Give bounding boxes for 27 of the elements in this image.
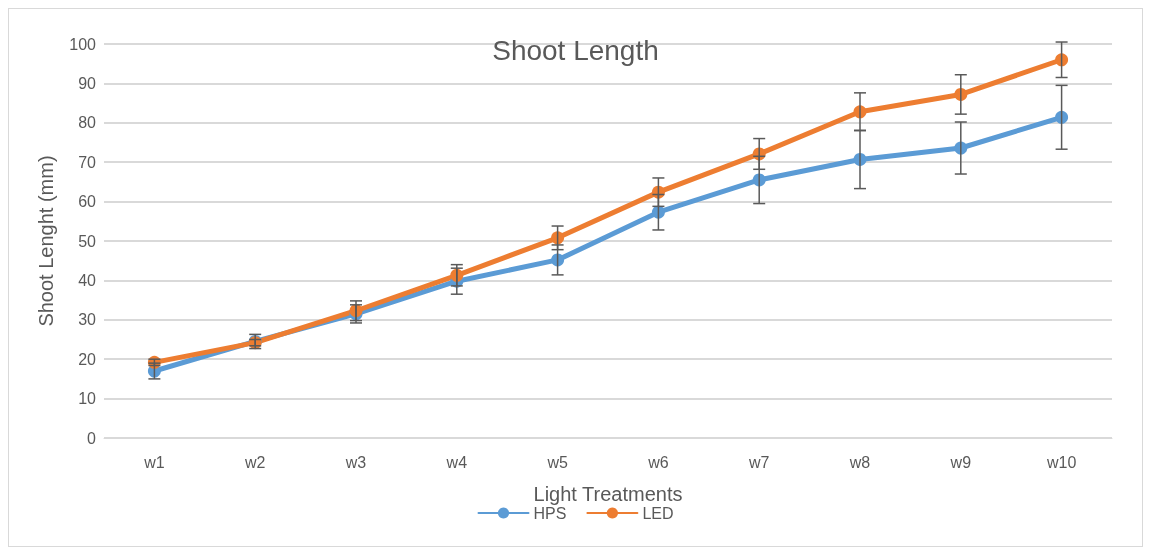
x-tick-label: w8: [848, 453, 871, 471]
x-tick-label: w5: [546, 453, 568, 471]
y-tick-label: 100: [69, 35, 97, 53]
y-tick-label: 20: [78, 350, 97, 368]
x-tick-label: w1: [143, 453, 165, 471]
y-tick-label: 0: [87, 429, 97, 447]
y-tick-label: 40: [78, 271, 97, 289]
x-tick-label: w4: [445, 453, 468, 471]
point: [551, 231, 565, 245]
x-tick-label: w2: [243, 453, 266, 471]
legend-label: LED: [642, 504, 674, 522]
x-tick-label: w6: [647, 453, 669, 471]
x-tick-label: w9: [949, 453, 972, 471]
legend-label: HPS: [533, 504, 567, 522]
y-tick-label: 60: [78, 193, 97, 211]
y-tick-label: 90: [78, 74, 97, 92]
y-tick-label: 50: [78, 232, 97, 250]
y-tick-label: 70: [78, 153, 97, 171]
y-tick-label: 10: [78, 390, 97, 408]
y-tick-label: 30: [78, 311, 97, 329]
x-tick-label: w10: [1045, 453, 1077, 471]
x-tick-label: w7: [747, 453, 770, 471]
x-tick-label: w3: [344, 453, 367, 471]
chart-title: Shoot Length: [492, 34, 659, 66]
y-axis-title: Shoot Lenght (mm): [35, 155, 57, 327]
x-axis-title: Light Treatments: [533, 483, 683, 505]
y-tick-label: 80: [78, 114, 97, 132]
